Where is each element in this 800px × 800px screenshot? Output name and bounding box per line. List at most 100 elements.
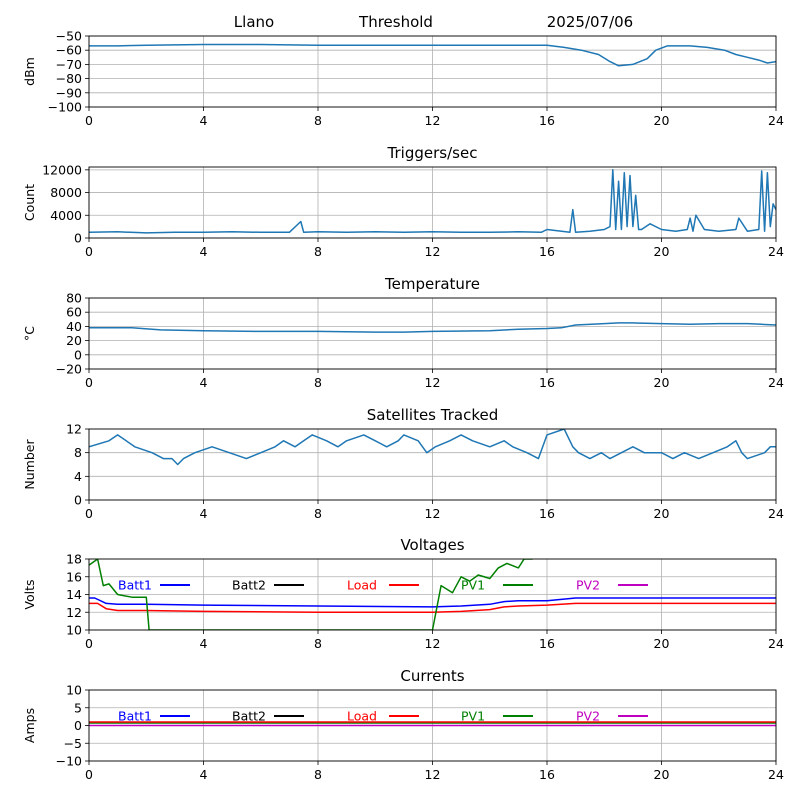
y-tick-label: 0 [74,347,82,362]
plot-threshold: 0 4 8 12 16 20 24 −100−90−80−70−60−50 dBm [22,29,784,129]
y-axis-label: dBm [22,57,37,86]
x-tick-label: 0 [85,636,93,651]
x-tick-label: 16 [539,506,555,521]
y-tick-label: 4000 [50,208,82,223]
header-center: Threshold [358,13,433,31]
y-tick-label: −20 [56,362,82,377]
y-tick-label: 8 [74,445,82,460]
y-axis-label: °C [22,326,37,341]
x-tick-label: 24 [768,636,784,651]
y-tick-label: 12 [66,605,82,620]
x-tick-label: 20 [654,375,670,390]
header-date: 2025/07/06 [547,13,633,31]
legend-label-load: Load [347,578,377,593]
y-tick-label: 60 [66,305,82,320]
y-tick-label: 10 [66,623,82,638]
x-tick-label: 4 [200,244,208,259]
legend-label-batt2: Batt2 [232,709,266,724]
plot-title: Temperature [384,275,480,293]
plot-title: Satellites Tracked [367,406,498,424]
y-tick-label: 40 [66,319,82,334]
x-tick-label: 24 [768,506,784,521]
plot-title: Currents [400,667,464,685]
series-line-load [89,602,776,614]
x-tick-label: 16 [539,375,555,390]
x-tick-label: 8 [314,244,322,259]
y-tick-label: 16 [66,569,82,584]
x-tick-label: 20 [654,244,670,259]
x-tick-label: 16 [539,636,555,651]
y-tick-label: 4 [74,469,82,484]
y-tick-label: 5 [74,700,82,715]
header-site: Llano [234,13,274,31]
x-tick-label: 12 [425,113,441,128]
legend-label-batt1: Batt1 [118,578,152,593]
x-tick-label: 24 [768,375,784,390]
plot-currents: 0 4 8 12 16 20 24 −10 −5 0 5 10 Amps Currents Batt1 Bat… [22,667,784,782]
y-axis-label: Amps [22,708,37,743]
x-tick-label: 0 [85,113,93,128]
legend-label-pv2: PV2 [576,709,600,724]
y-tick-label: 20 [66,333,82,348]
x-tick-label: 20 [654,636,670,651]
series-line-pv1 [89,559,533,630]
y-tick-label: 12 [66,422,82,437]
y-tick-label: −70 [56,57,82,72]
x-tick-label: 4 [200,636,208,651]
legend-label-pv1: PV1 [461,709,485,724]
x-tick-label: 4 [200,506,208,521]
y-axis-label: Number [22,439,37,490]
y-tick-label: −60 [56,43,82,58]
x-tick-label: 16 [539,113,555,128]
x-tick-label: 8 [314,767,322,782]
x-tick-label: 24 [768,244,784,259]
plot-title: Triggers/sec [387,144,478,162]
x-tick-label: 0 [85,375,93,390]
legend-label-pv2: PV2 [576,578,600,593]
x-tick-label: 24 [768,767,784,782]
legend-label-pv1: PV1 [461,578,485,593]
x-tick-label: 20 [654,113,670,128]
x-tick-label: 8 [314,375,322,390]
y-axis-label: Volts [22,579,37,609]
x-tick-label: 24 [768,113,784,128]
series-line-triggers-0 [89,169,776,234]
x-tick-label: 8 [314,636,322,651]
plot-voltages: 0 4 8 12 16 20 24 10 12 14 16 18 Volts Voltages Batt1 B… [22,536,784,651]
y-tick-label: −5 [64,736,82,751]
x-tick-label: 16 [539,244,555,259]
series-line-satellites-0 [89,429,776,466]
x-tick-label: 0 [85,767,93,782]
legend-label-batt1: Batt1 [118,709,152,724]
x-tick-label: 12 [425,506,441,521]
y-tick-label: 12000 [42,162,82,177]
y-axis-label: Count [22,184,37,221]
x-tick-label: 4 [200,375,208,390]
legend-label-load: Load [347,709,377,724]
y-tick-label: 14 [66,587,82,602]
x-tick-label: 4 [200,767,208,782]
y-tick-label: −80 [56,71,82,86]
y-tick-label: 10 [66,683,82,698]
series-line-batt1 [89,597,776,608]
y-tick-label: 0 [74,493,82,508]
series-line-temperature-0 [89,322,776,333]
y-tick-label: 0 [74,231,82,246]
x-tick-label: 20 [654,506,670,521]
x-tick-label: 0 [85,244,93,259]
x-tick-label: 12 [425,767,441,782]
x-tick-label: 12 [425,244,441,259]
x-tick-label: 8 [314,506,322,521]
x-tick-label: 4 [200,113,208,128]
plot-satellites: 0 4 8 12 16 20 24 0 4 8 12 Number Satellites Tracked [22,406,784,521]
y-tick-label: 18 [66,552,82,567]
y-tick-label: −10 [56,754,82,769]
y-tick-label: −50 [56,29,82,44]
plot-title: Voltages [400,536,464,554]
x-tick-label: 16 [539,767,555,782]
plot-triggers: 0 4 8 12 16 20 24 0 4000 8000 12000 Count Triggers/s… [22,144,784,259]
y-tick-label: 80 [66,291,82,306]
y-tick-label: −100 [48,100,82,115]
